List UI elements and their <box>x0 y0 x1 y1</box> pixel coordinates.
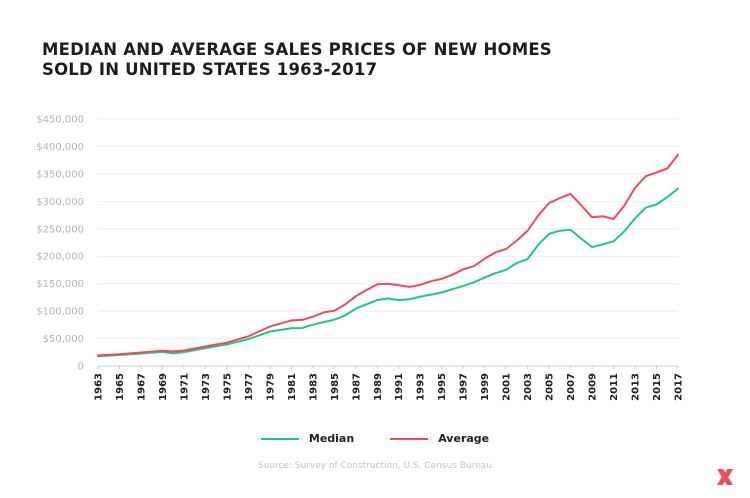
legend-label-median: Median <box>308 432 355 445</box>
x-tick-label: 1981 <box>287 373 298 401</box>
gridlines <box>98 118 678 367</box>
legend-item-median: Median <box>260 432 355 445</box>
x-tick-label: 2001 <box>502 373 513 401</box>
x-tick-label: 1967 <box>136 373 147 401</box>
line-chart: 0 $50,000 $100,000 $150,000 $200,000 $250,000… <box>36 115 685 401</box>
x-tick-label: 1987 <box>351 373 362 401</box>
source-note: Source: Survey of Construction, U.S. Cen… <box>257 461 493 471</box>
x-tick-label: 1999 <box>480 373 491 401</box>
legend-swatch-median <box>260 437 299 440</box>
series-lines <box>97 153 679 358</box>
legend-item-average: Average <box>390 432 489 445</box>
y-tick-label: 0 <box>78 362 84 373</box>
y-tick-label: $150,000 <box>36 279 84 290</box>
x-tick-label: 2013 <box>631 373 642 401</box>
x-tick-label: 2011 <box>609 373 620 401</box>
x-tick-label: 1993 <box>416 373 427 401</box>
legend-swatch-average <box>390 437 429 440</box>
chart-title: MEDIAN AND AVERAGE SALES PRICES OF NEW H… <box>42 40 552 79</box>
y-tick-label: $250,000 <box>36 224 84 235</box>
y-tick-label: $50,000 <box>43 334 84 345</box>
legend-label-average: Average <box>438 432 490 445</box>
y-tick-label: $400,000 <box>36 142 84 153</box>
x-tick-label: 1975 <box>222 373 233 401</box>
x-tick-label: 2005 <box>545 373 556 401</box>
legend: Median Average <box>0 432 750 445</box>
x-tick-label: 1989 <box>373 373 384 401</box>
x-tick-label: 2017 <box>674 373 685 401</box>
x-tick-label: 2003 <box>523 373 534 401</box>
x-tick-label: 2015 <box>652 373 663 401</box>
x-tick-label: 1979 <box>265 373 276 401</box>
x-tick-label: 1971 <box>179 373 190 401</box>
x-logo-icon <box>714 466 736 488</box>
x-tick-label: 1997 <box>459 373 470 401</box>
x-tick-label: 1977 <box>244 373 255 401</box>
x-tick-label: 1985 <box>330 373 341 401</box>
y-tick-label: $100,000 <box>36 307 84 318</box>
y-tick-label: $300,000 <box>36 197 84 208</box>
y-tick-label: $450,000 <box>36 115 84 126</box>
x-tick-label: 1991 <box>394 373 405 401</box>
series-line-median <box>97 187 679 358</box>
x-tick-label: 1995 <box>437 373 448 401</box>
x-tick-label: 2009 <box>588 373 599 401</box>
x-tick-label: 2007 <box>566 373 577 401</box>
x-tick-label: 1969 <box>158 373 169 401</box>
series-line-average <box>97 153 679 357</box>
y-axis-ticks: 0 $50,000 $100,000 $150,000 $200,000 $250,000… <box>36 115 84 373</box>
y-tick-label: $200,000 <box>36 252 84 263</box>
x-tick-label: 1983 <box>308 373 319 401</box>
x-tick-label: 1963 <box>94 373 105 401</box>
x-tick-label: 1973 <box>201 373 212 401</box>
y-tick-label: $350,000 <box>36 169 84 180</box>
x-axis-ticks: 1963 1965 1967 1969 1971 1973 1975 1977 1979 1981… <box>94 366 685 401</box>
x-tick-label: 1965 <box>115 373 126 401</box>
